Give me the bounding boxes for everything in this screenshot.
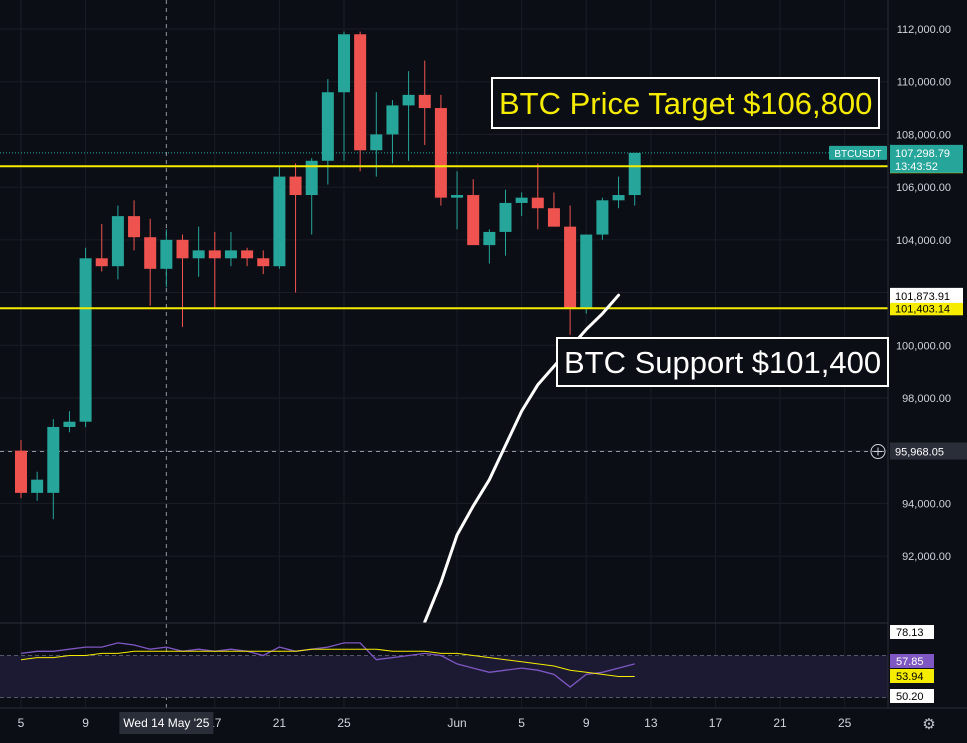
support-annotation: BTC Support $101,400 <box>556 337 890 387</box>
x-tick-label-4: 25 <box>337 716 351 730</box>
candle-body-11 <box>192 250 205 259</box>
extra-price-tag-label: 101,873.91 <box>895 291 950 303</box>
rsi-tag-label-0: 78.13 <box>896 627 924 639</box>
price-target-annotation: BTC Price Target $106,800 <box>491 77 881 129</box>
gear-icon[interactable]: ⚙ <box>922 716 936 733</box>
x-tick-label-9: 17 <box>709 716 723 730</box>
rsi-tag-3 <box>890 689 934 703</box>
candle-body-23 <box>386 105 399 135</box>
level-tag-label-1: 101,403.14 <box>895 303 950 315</box>
trendline <box>423 293 621 624</box>
candle-body-32 <box>531 197 544 209</box>
rsi-line <box>20 642 635 688</box>
candle-body-38 <box>628 152 641 196</box>
price-axis <box>888 0 967 743</box>
x-tick-label-0: 5 <box>18 716 25 730</box>
extra-price-tag <box>890 287 963 303</box>
last-price-label: 107,298.79 <box>895 148 950 160</box>
candle-body-36 <box>596 200 609 235</box>
last-price-tag <box>890 144 963 173</box>
candle-body-24 <box>402 94 415 106</box>
candle-body-30 <box>499 202 512 232</box>
x-tick-label-1: 9 <box>82 716 89 730</box>
rsi-tag-label-3: 50.20 <box>896 691 924 703</box>
y-tick-label-4: 100,000.00 <box>896 340 951 352</box>
candle-body-37 <box>612 195 625 201</box>
candle-body-2 <box>47 426 60 493</box>
candle-body-14 <box>241 250 254 259</box>
symbol-tag <box>829 145 887 160</box>
crosshair-date-label: Wed 14 May '25 <box>123 716 209 730</box>
candle-body-17 <box>289 176 302 196</box>
candle-body-26 <box>434 108 447 198</box>
candle-body-6 <box>111 216 124 267</box>
candle-body-25 <box>418 94 431 109</box>
x-tick-label-3: 21 <box>273 716 287 730</box>
candle-body-0 <box>15 450 27 493</box>
x-tick-label-8: 13 <box>644 716 658 730</box>
y-tick-label-0: 92,000.00 <box>902 551 951 563</box>
candle-body-18 <box>305 160 318 196</box>
rsi-tag-label-2: 53.94 <box>896 671 924 683</box>
candle-body-7 <box>128 216 141 238</box>
y-tick-label-3: 98,000.00 <box>902 393 951 405</box>
rsi-tag-2 <box>890 669 934 683</box>
candle-body-21 <box>354 34 367 151</box>
candle-body-27 <box>451 195 464 198</box>
candle-body-1 <box>31 479 44 493</box>
rsi-tag-0 <box>890 625 934 639</box>
x-tick-label-6: 5 <box>518 716 525 730</box>
candle-body-28 <box>467 195 480 246</box>
y-tick-label-6: 104,000.00 <box>896 235 951 247</box>
rsi-tag-label-1: 57.85 <box>896 656 924 668</box>
rsi-tag-1 <box>890 654 934 668</box>
y-tick-label-8: 108,000.00 <box>896 129 951 141</box>
candle-body-19 <box>321 92 334 161</box>
candle-body-15 <box>257 258 270 267</box>
x-tick-label-11: 25 <box>838 716 852 730</box>
candle-body-4 <box>79 258 92 422</box>
y-tick-label-1: 94,000.00 <box>902 498 951 510</box>
candle-body-20 <box>338 34 350 93</box>
crosshair-date-tag <box>119 712 214 734</box>
rsi-band <box>0 655 888 698</box>
candle-body-16 <box>273 176 286 267</box>
countdown-label: 13:43:52 <box>895 161 938 173</box>
candle-body-8 <box>144 237 157 269</box>
rsi-ma-line <box>20 648 635 677</box>
y-tick-label-7: 106,000.00 <box>896 182 951 194</box>
candle-body-29 <box>483 231 496 246</box>
crosshair-price-tag <box>890 442 967 460</box>
candle-body-34 <box>564 226 577 309</box>
candle-body-12 <box>208 250 221 259</box>
crosshair-price-label: 95,968.05 <box>895 447 944 459</box>
add-alert-icon[interactable] <box>870 444 886 460</box>
symbol-tag-label: BTCUSDT <box>834 149 881 160</box>
x-tick-label-10: 21 <box>773 716 787 730</box>
candle-body-22 <box>370 134 383 151</box>
candle-body-33 <box>547 208 560 227</box>
candle-body-31 <box>515 197 528 203</box>
y-tick-label-10: 112,000.00 <box>897 24 951 36</box>
candle-body-5 <box>95 258 108 267</box>
candle-body-3 <box>63 421 76 427</box>
candle-body-9 <box>160 239 173 269</box>
x-tick-label-7: 9 <box>583 716 590 730</box>
level-tag-1 <box>890 300 963 316</box>
x-tick-label-5: Jun <box>447 716 466 730</box>
candle-body-10 <box>176 239 189 259</box>
candle-body-13 <box>224 250 237 259</box>
y-tick-label-9: 110,000.00 <box>897 77 951 89</box>
candle-body-35 <box>580 234 593 309</box>
